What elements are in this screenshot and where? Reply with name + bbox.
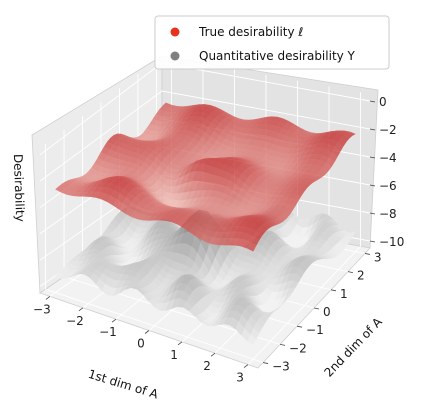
legend-marker-true [170,27,180,37]
legend-label-quantitative: Quantitative desirability Y [199,49,356,63]
x-tick-label: 3 [236,371,244,385]
x-tick-label: 1 [170,348,178,362]
x-tick-label: 2 [203,359,211,373]
z-tick-label: −8 [379,207,397,221]
y-axis-title: 2nd dim of A [321,314,385,379]
y-tick-label: 0 [323,305,331,319]
x-tick-label: −2 [66,314,84,328]
z-tick-label: −2 [379,123,397,137]
surface-facet [247,334,257,345]
y-tick-label: 1 [340,287,348,301]
legend: True desirability ℓ Quantitative desirab… [154,15,390,70]
z-tick-label: −6 [379,179,397,193]
y-tick-label: −2 [289,341,307,355]
surfaces [55,102,356,345]
legend-label-true: True desirability ℓ [198,25,303,39]
y-tick-label: 3 [374,250,382,264]
y-tick-label: −1 [306,323,324,337]
z-tick-label: −10 [379,235,404,249]
x-tick-label: −3 [33,302,51,316]
y-tick-label: 2 [357,269,365,283]
y-tick-label: −3 [272,360,290,374]
true-desirability-surface [55,102,356,252]
z-tick-label: −4 [379,151,397,165]
surface-facet [247,241,257,252]
x-tick-label: 0 [137,337,145,351]
legend-box [154,15,390,70]
z-tick-label: 0 [379,95,387,109]
x-tick-label: −1 [99,325,117,339]
x-axis-title: 1st dim of A [86,367,160,402]
z-axis-title: Desirability [11,154,27,222]
legend-marker-quantitative [170,51,180,61]
